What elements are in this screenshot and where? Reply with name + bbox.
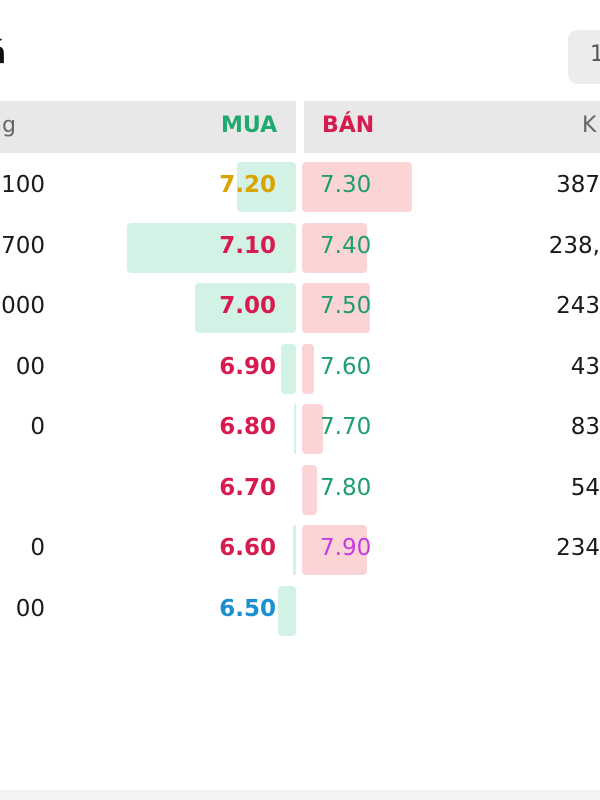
sell-price[interactable]: 7.90 <box>320 535 372 561</box>
sell-price[interactable]: 7.60 <box>320 353 372 380</box>
buy-price[interactable]: 7.00 <box>219 293 276 319</box>
timeframe-button[interactable]: 1 <box>568 30 600 84</box>
buy-volume: 0 <box>30 535 45 561</box>
buy-price[interactable]: 7.10 <box>219 232 276 259</box>
sell-column-header: BÁN <box>322 113 375 138</box>
buy-volume: 100 <box>1 172 45 198</box>
buy-volume-bar <box>293 525 296 575</box>
order-book-row[interactable]: 0 6.80 7.70 83 <box>0 402 600 462</box>
sell-price[interactable]: 7.30 <box>320 172 372 198</box>
buy-price[interactable]: 6.80 <box>219 414 276 440</box>
buy-price[interactable]: 6.90 <box>219 353 276 380</box>
buy-price[interactable]: 6.50 <box>219 595 276 622</box>
buy-column-header: MUA <box>221 113 278 138</box>
buy-volume-column-header: ng <box>0 113 16 138</box>
sell-volume-column-header: K <box>582 113 597 138</box>
buy-volume: 0 <box>30 414 45 440</box>
bottom-divider <box>0 790 600 800</box>
buy-volume: 700 <box>1 232 45 259</box>
buy-volume-bar <box>281 343 296 394</box>
sell-volume-bar <box>302 283 370 333</box>
order-book-row[interactable]: 6.70 7.80 54 <box>0 463 600 523</box>
sell-volume-bar <box>302 343 314 394</box>
buy-volume-bar <box>127 222 296 273</box>
order-book-row[interactable]: 700 7.10 7.40 238, <box>0 221 600 281</box>
sell-volume: 243 <box>556 293 600 319</box>
sell-volume-bar <box>302 222 367 273</box>
sell-volume: 387 <box>556 172 600 198</box>
page-title: á <box>0 36 6 71</box>
buy-volume: 00 <box>15 595 45 622</box>
sell-volume: 238, <box>548 232 600 259</box>
sell-price[interactable]: 7.70 <box>320 414 372 440</box>
order-book-header-sell-side <box>304 101 600 153</box>
sell-volume: 54 <box>570 474 600 501</box>
order-book-row[interactable]: 000 7.00 7.50 243 <box>0 281 600 341</box>
sell-volume-bar <box>302 162 412 212</box>
order-book-header-buy-side <box>0 101 296 153</box>
order-book-row[interactable]: 0 6.60 7.90 234 <box>0 523 600 583</box>
sell-volume: 83 <box>570 414 600 440</box>
sell-volume: 43 <box>570 353 600 380</box>
sell-volume-bar <box>302 525 367 575</box>
buy-volume-bar <box>237 162 296 212</box>
sell-price[interactable]: 7.40 <box>320 232 372 259</box>
buy-volume-bar <box>294 404 296 454</box>
sell-volume-bar <box>302 464 317 515</box>
buy-price[interactable]: 7.20 <box>219 172 276 198</box>
buy-price[interactable]: 6.60 <box>219 535 276 561</box>
sell-price[interactable]: 7.80 <box>320 474 372 501</box>
order-book-row[interactable]: 100 7.20 7.30 387 <box>0 160 600 220</box>
buy-volume: 00 <box>15 353 45 380</box>
order-book-row[interactable]: 00 6.90 7.60 43 <box>0 342 600 402</box>
sell-volume-bar <box>302 404 323 454</box>
sell-price[interactable]: 7.50 <box>320 293 372 319</box>
buy-volume-bar <box>278 585 296 636</box>
order-book-row[interactable]: 00 6.50 <box>0 584 600 644</box>
buy-volume-bar <box>195 283 296 333</box>
buy-volume: 000 <box>1 293 45 319</box>
sell-volume: 234 <box>556 535 600 561</box>
timeframe-button-label: 1 <box>590 42 600 67</box>
buy-price[interactable]: 6.70 <box>219 474 276 501</box>
